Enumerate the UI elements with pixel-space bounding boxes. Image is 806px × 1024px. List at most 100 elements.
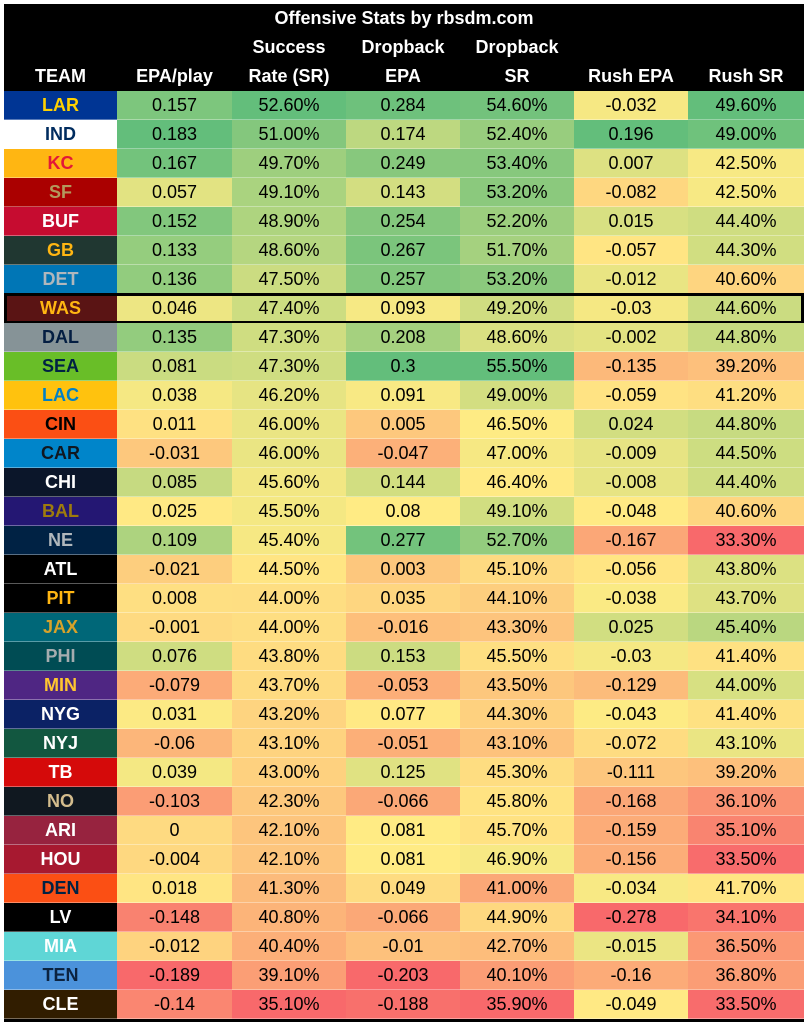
cell-cle-db_sr: 35.90% bbox=[460, 990, 574, 1019]
cell-atl-rush_epa: -0.056 bbox=[574, 555, 688, 584]
cell-sf-epa: 0.057 bbox=[117, 178, 232, 207]
cell-ind-rush_epa: 0.196 bbox=[574, 120, 688, 149]
cell-lac-db_epa: 0.091 bbox=[346, 381, 460, 410]
cell-gb-db_sr: 51.70% bbox=[460, 236, 574, 265]
cell-min-db_epa: -0.053 bbox=[346, 671, 460, 700]
cell-hou-sr: 42.10% bbox=[232, 845, 346, 874]
team-cell-hou: HOU bbox=[4, 845, 117, 874]
team-cell-jax: JAX bbox=[4, 613, 117, 642]
team-cell-mia: MIA bbox=[4, 932, 117, 961]
cell-sea-db_epa: 0.3 bbox=[346, 352, 460, 381]
cell-was-rush_epa: -0.03 bbox=[574, 294, 688, 323]
team-cell-was: WAS bbox=[4, 294, 117, 323]
column-header-rush_sr-line2: Rush SR bbox=[708, 66, 784, 86]
cell-hou-epa: -0.004 bbox=[117, 845, 232, 874]
cell-atl-db_sr: 45.10% bbox=[460, 555, 574, 584]
cell-chi-db_sr: 46.40% bbox=[460, 468, 574, 497]
cell-lv-rush_epa: -0.278 bbox=[574, 903, 688, 932]
cell-nyj-rush_epa: -0.072 bbox=[574, 729, 688, 758]
column-header-rush_epa-line2: Rush EPA bbox=[588, 66, 674, 86]
cell-ten-rush_epa: -0.16 bbox=[574, 961, 688, 990]
cell-no-rush_sr: 36.10% bbox=[688, 787, 804, 816]
cell-nyj-db_epa: -0.051 bbox=[346, 729, 460, 758]
cell-sf-db_sr: 53.20% bbox=[460, 178, 574, 207]
column-header-epa-line2: EPA/play bbox=[136, 66, 213, 86]
cell-cin-rush_sr: 44.80% bbox=[688, 410, 804, 439]
team-cell-lar: LAR bbox=[4, 91, 117, 120]
team-cell-sf: SF bbox=[4, 178, 117, 207]
team-cell-car: CAR bbox=[4, 439, 117, 468]
cell-dal-rush_epa: -0.002 bbox=[574, 323, 688, 352]
cell-nyg-rush_epa: -0.043 bbox=[574, 700, 688, 729]
cell-buf-rush_epa: 0.015 bbox=[574, 207, 688, 236]
cell-ne-rush_sr: 33.30% bbox=[688, 526, 804, 555]
cell-det-rush_sr: 40.60% bbox=[688, 265, 804, 294]
cell-ari-db_epa: 0.081 bbox=[346, 816, 460, 845]
cell-no-db_sr: 45.80% bbox=[460, 787, 574, 816]
cell-cin-db_sr: 46.50% bbox=[460, 410, 574, 439]
cell-lac-rush_sr: 41.20% bbox=[688, 381, 804, 410]
cell-hou-rush_sr: 33.50% bbox=[688, 845, 804, 874]
cell-was-db_sr: 49.20% bbox=[460, 294, 574, 323]
cell-phi-sr: 43.80% bbox=[232, 642, 346, 671]
team-cell-lac: LAC bbox=[4, 381, 117, 410]
cell-sea-epa: 0.081 bbox=[117, 352, 232, 381]
team-cell-nyg: NYG bbox=[4, 700, 117, 729]
cell-bal-epa: 0.025 bbox=[117, 497, 232, 526]
cell-was-rush_sr: 44.60% bbox=[688, 294, 804, 323]
team-cell-ari: ARI bbox=[4, 816, 117, 845]
cell-cle-rush_sr: 33.50% bbox=[688, 990, 804, 1019]
cell-jax-sr: 44.00% bbox=[232, 613, 346, 642]
cell-det-db_epa: 0.257 bbox=[346, 265, 460, 294]
cell-nyj-rush_sr: 43.10% bbox=[688, 729, 804, 758]
column-header-db_sr-line2: SR bbox=[504, 66, 530, 86]
cell-jax-db_sr: 43.30% bbox=[460, 613, 574, 642]
cell-dal-db_sr: 48.60% bbox=[460, 323, 574, 352]
cell-buf-rush_sr: 44.40% bbox=[688, 207, 804, 236]
cell-tb-db_sr: 45.30% bbox=[460, 758, 574, 787]
cell-mia-sr: 40.40% bbox=[232, 932, 346, 961]
column-header-db_epa-line1: Dropback bbox=[361, 37, 445, 57]
column-header-sr-line2: Rate (SR) bbox=[248, 66, 330, 86]
cell-nyj-db_sr: 43.10% bbox=[460, 729, 574, 758]
cell-tb-rush_epa: -0.111 bbox=[574, 758, 688, 787]
cell-ten-rush_sr: 36.80% bbox=[688, 961, 804, 990]
cell-gb-rush_sr: 44.30% bbox=[688, 236, 804, 265]
cell-ten-db_sr: 40.10% bbox=[460, 961, 574, 990]
column-header-team-line2: TEAM bbox=[35, 66, 86, 86]
team-cell-buf: BUF bbox=[4, 207, 117, 236]
cell-hou-rush_epa: -0.156 bbox=[574, 845, 688, 874]
team-cell-lv: LV bbox=[4, 903, 117, 932]
cell-det-rush_epa: -0.012 bbox=[574, 265, 688, 294]
cell-lv-db_epa: -0.066 bbox=[346, 903, 460, 932]
cell-min-rush_sr: 44.00% bbox=[688, 671, 804, 700]
cell-gb-sr: 48.60% bbox=[232, 236, 346, 265]
cell-chi-epa: 0.085 bbox=[117, 468, 232, 497]
team-cell-cin: CIN bbox=[4, 410, 117, 439]
cell-no-db_epa: -0.066 bbox=[346, 787, 460, 816]
cell-dal-db_epa: 0.208 bbox=[346, 323, 460, 352]
cell-sea-rush_sr: 39.20% bbox=[688, 352, 804, 381]
team-cell-gb: GB bbox=[4, 236, 117, 265]
cell-lac-rush_epa: -0.059 bbox=[574, 381, 688, 410]
team-cell-den: DEN bbox=[4, 874, 117, 903]
cell-lac-sr: 46.20% bbox=[232, 381, 346, 410]
team-cell-ind: IND bbox=[4, 120, 117, 149]
cell-cle-epa: -0.14 bbox=[117, 990, 232, 1019]
cell-min-epa: -0.079 bbox=[117, 671, 232, 700]
cell-nyj-sr: 43.10% bbox=[232, 729, 346, 758]
cell-lar-rush_sr: 49.60% bbox=[688, 91, 804, 120]
cell-det-sr: 47.50% bbox=[232, 265, 346, 294]
cell-car-rush_epa: -0.009 bbox=[574, 439, 688, 468]
cell-lac-db_sr: 49.00% bbox=[460, 381, 574, 410]
cell-kc-sr: 49.70% bbox=[232, 149, 346, 178]
cell-cle-sr: 35.10% bbox=[232, 990, 346, 1019]
cell-ne-db_epa: 0.277 bbox=[346, 526, 460, 555]
team-cell-cle: CLE bbox=[4, 990, 117, 1019]
cell-atl-rush_sr: 43.80% bbox=[688, 555, 804, 584]
cell-ari-rush_epa: -0.159 bbox=[574, 816, 688, 845]
cell-dal-sr: 47.30% bbox=[232, 323, 346, 352]
cell-ne-rush_epa: -0.167 bbox=[574, 526, 688, 555]
cell-atl-db_epa: 0.003 bbox=[346, 555, 460, 584]
cell-sea-sr: 47.30% bbox=[232, 352, 346, 381]
